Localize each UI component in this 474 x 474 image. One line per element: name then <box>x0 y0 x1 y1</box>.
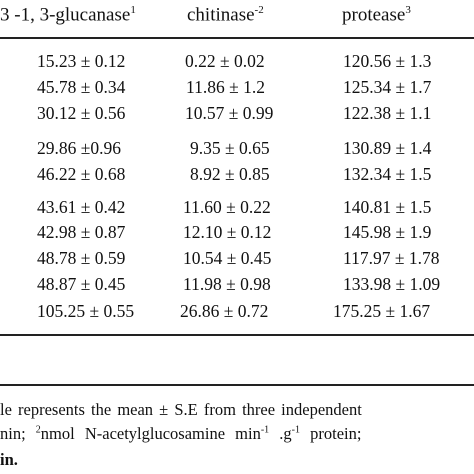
cell-chitinase: 11.60 ± 0.22 <box>183 197 271 217</box>
cell-glucanase: 105.25 ± 0.55 <box>37 301 135 321</box>
header-rule <box>0 37 474 39</box>
footnote-line-2: nin; 2nmol N-acetylglucosamine min-1 .g-… <box>0 424 474 444</box>
cell-chitinase: 12.10 ± 0.12 <box>183 222 272 242</box>
cell-glucanase: 48.78 ± 0.59 <box>37 248 126 268</box>
cell-protease: 130.89 ± 1.4 <box>343 138 432 158</box>
footnote-mark: 2 <box>35 424 41 436</box>
cell-chitinase: 11.98 ± 0.98 <box>183 274 271 294</box>
cell-glucanase: 42.98 ± 0.87 <box>37 222 126 242</box>
cell-protease: 175.25 ± 1.67 <box>333 301 431 321</box>
footnote-line-3: in. <box>0 450 18 469</box>
cell-protease: 145.98 ± 1.9 <box>343 222 432 242</box>
footnote-text: .g <box>269 424 292 443</box>
bottom-rule <box>0 334 474 336</box>
cell-chitinase: 11.86 ± 1.2 <box>186 77 265 97</box>
cell-chitinase: 10.54 ± 0.45 <box>183 248 272 268</box>
cell-protease: 117.97 ± 1.78 <box>343 248 440 268</box>
cell-glucanase: 43.61 ± 0.42 <box>37 197 126 217</box>
footnote-mark: -1 <box>260 424 270 436</box>
header-chitinase-footnote-mark: -2 <box>254 4 264 16</box>
cell-protease: 120.56 ± 1.3 <box>343 51 432 71</box>
footnote-text: protein; <box>300 424 362 443</box>
footnote-text: nmol N-acetylglucosamine min <box>40 424 261 443</box>
header-protease: protease3 <box>342 4 411 26</box>
cell-chitinase: 10.57 ± 0.99 <box>185 103 274 123</box>
header-protease-footnote-mark: 3 <box>405 4 411 16</box>
cell-glucanase: 45.78 ± 0.34 <box>37 77 126 97</box>
cell-glucanase: 15.23 ± 0.12 <box>37 51 126 71</box>
footnote-line-1: le represents the mean ± S.E from three … <box>0 400 362 419</box>
header-chitinase: chitinase-2 <box>187 4 264 26</box>
cell-chitinase: 26.86 ± 0.72 <box>180 301 269 321</box>
header-protease-label: protease <box>342 4 406 26</box>
cell-glucanase: 48.87 ± 0.45 <box>37 274 126 294</box>
header-glucanase-footnote-mark: 1 <box>130 4 136 16</box>
cell-glucanase: 46.22 ± 0.68 <box>37 164 126 184</box>
cell-chitinase: 0.22 ± 0.02 <box>185 51 265 71</box>
header-glucanase-label: 3 -1, 3-glucanase <box>0 4 131 26</box>
footnote-mark: -1 <box>291 424 301 436</box>
footnote-rule <box>0 384 474 386</box>
cell-chitinase: 8.92 ± 0.85 <box>190 164 270 184</box>
footnote-text: nin; <box>0 424 36 443</box>
cell-protease: 132.34 ± 1.5 <box>343 164 432 184</box>
cell-protease: 125.34 ± 1.7 <box>343 77 432 97</box>
cell-chitinase: 9.35 ± 0.65 <box>190 138 270 158</box>
header-glucanase: 3 -1, 3-glucanase1 <box>0 4 136 26</box>
cell-protease: 133.98 ± 1.09 <box>343 274 441 294</box>
cell-glucanase: 29.86 ±0.96 <box>37 138 121 158</box>
cell-protease: 140.81 ± 1.5 <box>343 197 432 217</box>
cell-protease: 122.38 ± 1.1 <box>343 103 432 123</box>
cell-glucanase: 30.12 ± 0.56 <box>37 103 126 123</box>
header-chitinase-label: chitinase <box>187 4 255 26</box>
